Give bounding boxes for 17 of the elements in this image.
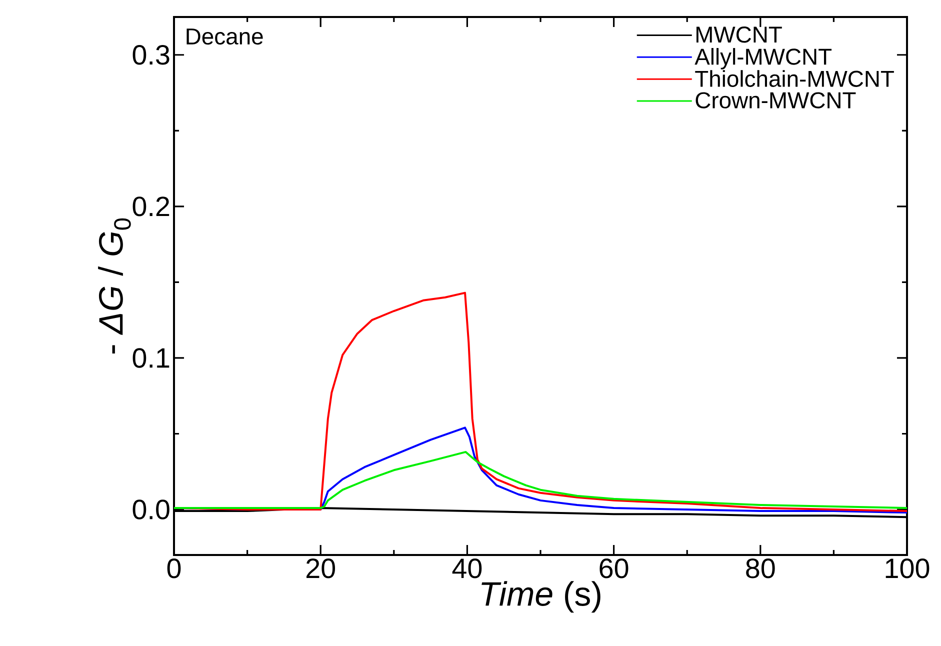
y-axis-title: - ΔG / G$_{0}$: [98, 218, 131, 354]
legend-label: Crown-MWCNT: [696, 92, 856, 108]
y-tick-label: 0.2: [132, 196, 170, 216]
legend-label: MWCNT: [696, 26, 782, 43]
x-tick-label: 60: [600, 558, 628, 578]
legend-label: Allyl-MWCNT: [694, 48, 832, 70]
x-tick-label: 100: [886, 558, 930, 578]
y-tick-label: 0.0: [132, 500, 170, 520]
annotation: Decane: [186, 28, 263, 45]
x-tick-label: 80: [746, 558, 775, 578]
y-tick-label: 0.1: [132, 348, 170, 368]
x-axis-title: Time (s): [482, 581, 600, 613]
y-tick-label: 0.3: [132, 45, 170, 65]
x-tick-label: 0: [167, 558, 181, 578]
legend-label: Thiolchain-MWCNT: [695, 70, 894, 87]
x-tick-label: 20: [306, 558, 336, 578]
x-tick-label: 40: [452, 558, 482, 578]
